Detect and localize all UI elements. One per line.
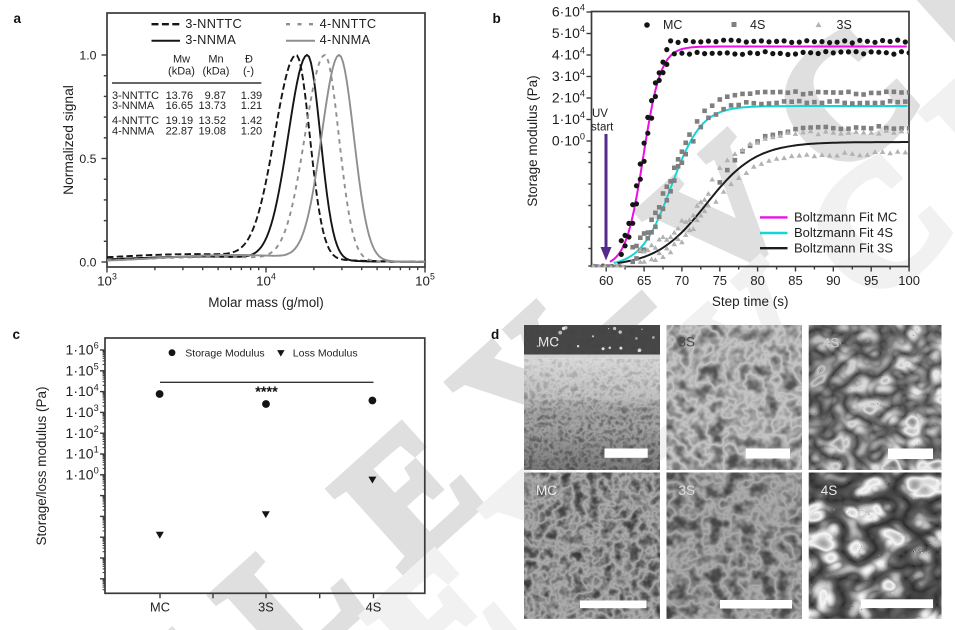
svg-text:105: 105 xyxy=(415,272,435,289)
svg-text:70: 70 xyxy=(675,273,689,288)
svg-text:1·102: 1·102 xyxy=(66,424,99,441)
svg-text:b: b xyxy=(493,11,501,26)
svg-text:9.87: 9.87 xyxy=(205,90,226,102)
svg-text:1·101: 1·101 xyxy=(66,445,99,462)
svg-text:UV: UV xyxy=(592,108,608,120)
svg-text:3-NNTTC: 3-NNTTC xyxy=(112,90,159,102)
svg-text:1·106: 1·106 xyxy=(66,341,99,358)
svg-text:1.42: 1.42 xyxy=(241,115,262,127)
svg-text:d: d xyxy=(491,327,499,342)
svg-text:1·103: 1·103 xyxy=(66,403,99,420)
svg-text:3·104: 3·104 xyxy=(552,67,585,84)
svg-text:100: 100 xyxy=(898,273,920,288)
svg-text:85: 85 xyxy=(788,273,802,288)
svg-text:75: 75 xyxy=(713,273,727,288)
svg-text:****: **** xyxy=(255,385,278,401)
svg-text:MC: MC xyxy=(663,18,682,32)
svg-text:4-NNTTC: 4-NNTTC xyxy=(320,16,377,31)
svg-text:3S: 3S xyxy=(837,18,852,32)
svg-text:22.87: 22.87 xyxy=(166,125,194,137)
svg-text:Step time (s): Step time (s) xyxy=(712,294,789,309)
svg-text:start: start xyxy=(591,122,614,134)
svg-text:Mw: Mw xyxy=(173,53,190,65)
svg-text:1·104: 1·104 xyxy=(66,382,99,399)
svg-text:5·104: 5·104 xyxy=(552,24,585,41)
svg-text:1.20: 1.20 xyxy=(241,125,262,137)
svg-text:Loss Modulus: Loss Modulus xyxy=(293,348,358,360)
svg-text:90: 90 xyxy=(826,273,840,288)
svg-text:4-NNMA: 4-NNMA xyxy=(320,32,371,47)
svg-text:104: 104 xyxy=(256,272,276,289)
svg-text:1·100: 1·100 xyxy=(66,466,99,483)
svg-text:1·104: 1·104 xyxy=(552,110,585,127)
svg-text:13.76: 13.76 xyxy=(166,90,194,102)
svg-text:2·104: 2·104 xyxy=(552,89,585,106)
svg-text:3S: 3S xyxy=(679,483,696,498)
svg-text:Molar mass (g/mol): Molar mass (g/mol) xyxy=(208,295,324,310)
svg-text:1.39: 1.39 xyxy=(241,90,262,102)
svg-text:19.08: 19.08 xyxy=(198,125,226,137)
svg-text:MC: MC xyxy=(150,600,170,615)
svg-text:Storage Modulus: Storage Modulus xyxy=(185,348,264,360)
svg-text:4-NNMA: 4-NNMA xyxy=(112,125,155,137)
svg-text:1.21: 1.21 xyxy=(241,100,262,112)
svg-text:(-): (-) xyxy=(243,65,254,77)
svg-text:65: 65 xyxy=(637,273,651,288)
svg-text:a: a xyxy=(14,11,22,26)
svg-text:13.52: 13.52 xyxy=(198,115,226,127)
svg-text:c: c xyxy=(13,327,21,342)
svg-text:3-NNTTC: 3-NNTTC xyxy=(185,16,242,31)
svg-text:3S: 3S xyxy=(679,335,696,350)
svg-text:16.65: 16.65 xyxy=(166,100,194,112)
svg-text:13.73: 13.73 xyxy=(198,100,226,112)
svg-text:MC: MC xyxy=(538,335,559,350)
svg-text:1.0: 1.0 xyxy=(79,48,96,62)
svg-text:MC: MC xyxy=(536,483,557,498)
svg-text:3-NNMA: 3-NNMA xyxy=(112,100,155,112)
svg-text:Storage modulus (Pa): Storage modulus (Pa) xyxy=(525,75,540,206)
svg-text:4S: 4S xyxy=(750,18,765,32)
svg-text:0·100: 0·100 xyxy=(552,132,585,149)
svg-text:4-NNTTC: 4-NNTTC xyxy=(112,115,159,127)
svg-text:0.0: 0.0 xyxy=(79,255,96,269)
svg-text:Boltzmann Fit MC: Boltzmann Fit MC xyxy=(794,210,897,225)
svg-text:60: 60 xyxy=(599,273,613,288)
svg-text:Đ: Đ xyxy=(245,53,253,65)
svg-text:4S: 4S xyxy=(821,483,838,498)
svg-text:(kDa): (kDa) xyxy=(203,65,230,77)
svg-text:1·105: 1·105 xyxy=(66,362,99,379)
svg-text:0.5: 0.5 xyxy=(79,152,96,166)
svg-text:Boltzmann Fit 4S: Boltzmann Fit 4S xyxy=(794,225,893,240)
svg-text:4·104: 4·104 xyxy=(552,46,585,63)
svg-text:Normalized signal: Normalized signal xyxy=(61,85,76,195)
svg-text:(kDa): (kDa) xyxy=(168,65,195,77)
svg-text:Boltzmann Fit 3S: Boltzmann Fit 3S xyxy=(794,240,893,255)
svg-text:103: 103 xyxy=(97,272,117,289)
svg-text:3S: 3S xyxy=(258,600,274,615)
svg-text:4S: 4S xyxy=(366,600,382,615)
svg-text:6·104: 6·104 xyxy=(552,3,585,20)
svg-text:Storage/loss modulus (Pa): Storage/loss modulus (Pa) xyxy=(34,386,49,545)
svg-text:Mn: Mn xyxy=(208,53,223,65)
svg-text:80: 80 xyxy=(750,273,764,288)
svg-text:95: 95 xyxy=(864,273,878,288)
svg-text:4S: 4S xyxy=(823,336,840,351)
svg-text:3-NNMA: 3-NNMA xyxy=(185,32,236,47)
svg-text:19.19: 19.19 xyxy=(166,115,194,127)
